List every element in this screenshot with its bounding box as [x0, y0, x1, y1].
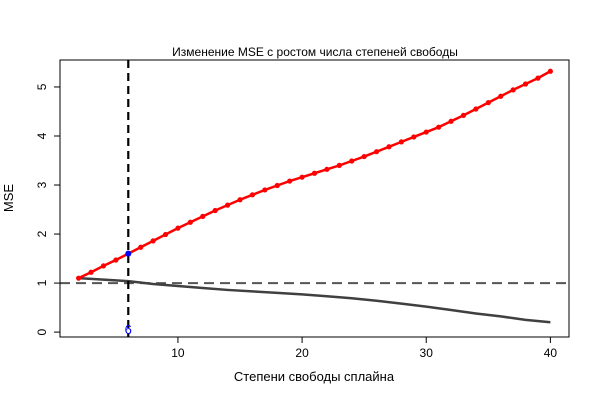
- test-point: [436, 124, 442, 130]
- x-tick-label: 10: [171, 346, 185, 360]
- y-tick-label: 0: [35, 328, 49, 335]
- test-point: [373, 149, 380, 155]
- test-point: [324, 166, 330, 172]
- test-point: [311, 170, 318, 176]
- test-point: [336, 162, 342, 169]
- train-series-line: [78, 276, 551, 324]
- test-point: [212, 207, 218, 214]
- test-point: [262, 187, 268, 193]
- test-point: [299, 174, 305, 180]
- y-tick-label: 2: [35, 230, 49, 237]
- x-axis-label: Степени свободы сплайна: [234, 369, 395, 384]
- test-point: [547, 68, 553, 74]
- test-point: [249, 192, 256, 198]
- plot-area: 6: [60, 60, 569, 337]
- test-point: [460, 112, 467, 118]
- chart-title: Изменение MSE с ростом числа степеней св…: [172, 45, 458, 59]
- test-point: [224, 202, 231, 208]
- test-point: [522, 81, 529, 87]
- test-point: [150, 238, 156, 244]
- test-point: [138, 244, 144, 250]
- test-point: [287, 178, 293, 184]
- test-point: [187, 219, 193, 225]
- test-point: [100, 263, 107, 269]
- test-point: [162, 231, 169, 238]
- test-point: [361, 153, 367, 160]
- best-df-label: 6: [125, 322, 132, 337]
- test-point: [386, 144, 392, 150]
- test-point: [274, 182, 280, 189]
- y-axis-label: MSE: [1, 184, 16, 213]
- x-tick-label: 40: [544, 346, 558, 360]
- test-point: [411, 134, 417, 140]
- x-axis: 10 20 30 40: [171, 337, 557, 360]
- test-point: [535, 75, 541, 81]
- y-tick-label: 3: [35, 181, 49, 188]
- test-point: [175, 225, 181, 231]
- y-tick-label: 4: [35, 132, 49, 139]
- test-point: [498, 93, 504, 99]
- x-tick-label: 30: [420, 346, 434, 360]
- test-point: [485, 100, 491, 106]
- test-point: [398, 139, 405, 145]
- y-tick-label: 1: [35, 279, 49, 286]
- plot-frame: [59, 59, 570, 338]
- test-point: [76, 275, 82, 281]
- x-tick-label: 20: [295, 346, 309, 360]
- test-point: [88, 269, 94, 275]
- y-axis: 0 1 2 3 4 5: [35, 83, 60, 335]
- best-point: [125, 250, 132, 257]
- test-point: [113, 257, 119, 263]
- test-point: [448, 118, 454, 124]
- test-point: [473, 106, 479, 112]
- test-point: [349, 158, 355, 164]
- test-point: [510, 87, 516, 93]
- test-point: [237, 197, 243, 203]
- y-tick-label: 5: [35, 83, 49, 90]
- test-point: [423, 129, 429, 135]
- test-point: [200, 213, 206, 219]
